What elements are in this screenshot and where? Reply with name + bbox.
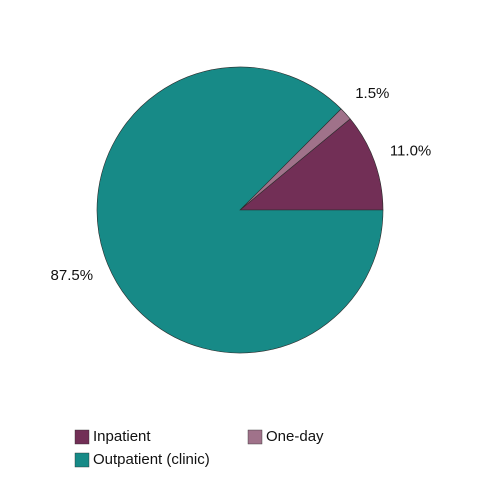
legend-label: One-day [266, 428, 324, 445]
pie-slice [96, 66, 384, 354]
data-label: 1.5% [355, 85, 389, 102]
legend-swatch [247, 429, 263, 445]
legend-label: Outpatient (clinic) [93, 451, 210, 468]
legend-label: Inpatient [93, 428, 151, 445]
legend-swatch [74, 429, 90, 445]
legend-swatch [74, 452, 90, 468]
data-label: 87.5% [51, 267, 94, 284]
data-label: 11.0% [390, 143, 431, 160]
pie-slice [239, 118, 384, 211]
